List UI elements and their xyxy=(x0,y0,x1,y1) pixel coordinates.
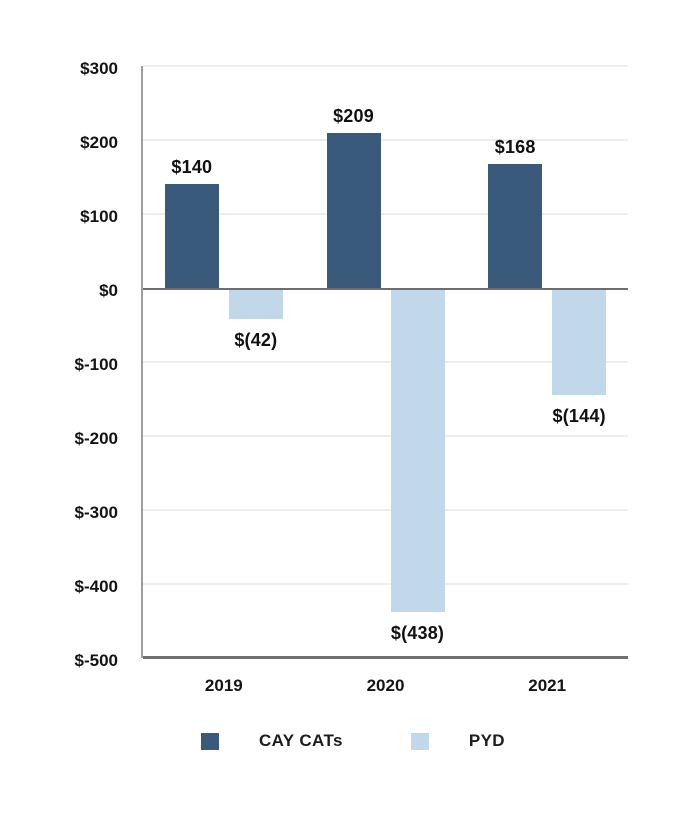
bar-pyd-2021 xyxy=(552,288,607,395)
plot-area xyxy=(141,65,628,659)
x-tick-label-2021: 2021 xyxy=(528,676,567,695)
gridline xyxy=(143,361,628,363)
x-axis-line xyxy=(143,656,628,659)
legend-item-cay-cats: CAY CATs xyxy=(201,731,343,751)
y-tick-label: $0 xyxy=(99,281,118,300)
y-tick-label: $-500 xyxy=(74,651,118,670)
bar-value-label: $(438) xyxy=(390,623,445,644)
gridline xyxy=(143,139,628,141)
legend-label-pyd: PYD xyxy=(468,731,505,750)
gridline xyxy=(143,435,628,437)
x-tick-label-2019: 2019 xyxy=(204,676,243,695)
y-tick-label: $-200 xyxy=(74,429,118,448)
zero-line xyxy=(143,288,628,290)
bar-pyd-2020 xyxy=(390,288,445,613)
legend-label-cay-cats: CAY CATs xyxy=(259,731,343,750)
bar-value-label: $168 xyxy=(494,136,536,157)
bar-value-label: $209 xyxy=(333,106,374,127)
y-axis-line xyxy=(141,66,143,658)
legend-swatch-pyd xyxy=(410,732,429,750)
legend-swatch-cay-cats xyxy=(201,732,219,750)
bar-value-label: $140 xyxy=(171,157,213,178)
y-tick-label: $-100 xyxy=(74,355,118,374)
y-tick-label: $-400 xyxy=(74,577,118,596)
bar-cay-cats-2021 xyxy=(488,163,543,288)
bar-value-label: $(144) xyxy=(552,405,606,426)
gridline xyxy=(143,509,628,511)
x-tick-label-2020: 2020 xyxy=(366,676,405,695)
gridline xyxy=(143,583,628,585)
y-tick-label: $100 xyxy=(80,207,118,226)
legend-item-pyd: PYD xyxy=(410,731,505,751)
bar-value-label: $(42) xyxy=(234,330,278,351)
bar-pyd-2019 xyxy=(228,288,283,320)
y-tick-label: $-300 xyxy=(74,503,118,522)
bar-cay-cats-2020 xyxy=(326,133,381,288)
gridline xyxy=(143,65,628,67)
y-tick-label: $200 xyxy=(80,133,118,152)
y-tick-label: $300 xyxy=(80,59,118,78)
legend: CAY CATs PYD xyxy=(201,731,505,751)
bar-cay-cats-2019 xyxy=(164,184,219,288)
gridline xyxy=(143,213,628,215)
